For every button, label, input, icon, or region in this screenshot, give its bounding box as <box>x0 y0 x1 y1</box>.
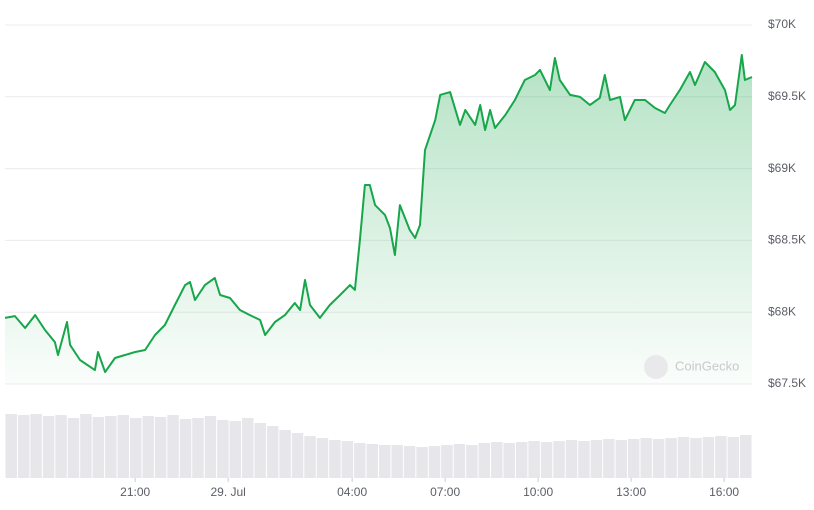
volume-bar <box>217 420 229 478</box>
volume-bar <box>42 416 55 478</box>
x-tick-label: 07:00 <box>430 485 460 499</box>
volume-bar <box>628 439 640 478</box>
volume-bar <box>17 415 30 478</box>
volume-bar <box>266 426 279 478</box>
volume-bar <box>740 435 752 478</box>
volume-bar <box>167 415 179 478</box>
volume-bar <box>690 438 702 478</box>
volume-bar <box>391 445 403 478</box>
watermark-group: CoinGecko <box>644 355 739 379</box>
volume-bar <box>142 416 154 478</box>
volume-bar <box>441 445 453 478</box>
volume-bar <box>652 439 665 478</box>
volume-bar <box>105 416 117 478</box>
y-tick-label: $69.5K <box>768 89 806 103</box>
volume-bar <box>204 416 217 478</box>
volume-bar <box>379 445 391 478</box>
volume-bar <box>727 437 740 478</box>
volume-bar <box>279 430 291 478</box>
volume-bar <box>540 442 553 478</box>
volume-bar <box>229 421 242 478</box>
x-tick-label: 29. Jul <box>210 485 245 499</box>
volume-bar <box>466 445 478 478</box>
volume-bar <box>5 414 17 478</box>
volume-bar <box>528 441 540 478</box>
volume-bar <box>578 441 590 478</box>
volume-bar <box>453 444 466 478</box>
volume-bar <box>416 447 428 478</box>
volume-bar <box>403 446 416 478</box>
volume-bar <box>640 438 652 478</box>
volume-bar <box>565 440 578 478</box>
watermark: CoinGecko <box>675 358 739 373</box>
y-tick-label: $69K <box>768 161 796 175</box>
watermark-logo <box>644 355 668 379</box>
volume-bar <box>491 442 503 478</box>
volume-bar <box>30 414 42 478</box>
volume-bar <box>590 440 603 478</box>
y-tick-label: $68.5K <box>768 233 806 247</box>
x-tick-label: 04:00 <box>337 485 367 499</box>
volume-bar <box>67 418 80 478</box>
volume-bar <box>553 441 565 478</box>
volume-bar <box>478 443 491 478</box>
volume-bar <box>665 438 677 478</box>
area-fill <box>5 55 752 384</box>
volume-bar <box>254 423 266 478</box>
price-line <box>4 54 753 374</box>
volume-bar <box>366 444 378 478</box>
x-tick-label: 21:00 <box>120 485 150 499</box>
x-tick-label: 10:00 <box>523 485 553 499</box>
volume-bar <box>304 436 316 478</box>
volume-bar <box>154 417 167 478</box>
volume-bar <box>130 418 142 478</box>
y-tick-label: $68K <box>768 304 796 318</box>
y-tick-label: $70K <box>768 17 796 31</box>
volume-bar <box>291 433 304 478</box>
volume-bar <box>316 438 329 478</box>
volume-bar <box>192 418 204 478</box>
volume-bar <box>179 419 192 478</box>
volume-bar <box>80 414 92 478</box>
volume-bar <box>117 415 129 478</box>
y-tick-label: $67.5K <box>768 376 806 390</box>
x-tick-label: 13:00 <box>616 485 646 499</box>
volume-bar <box>515 442 528 478</box>
volume-bar <box>242 418 254 478</box>
volume-bar <box>341 441 354 478</box>
volume-bar <box>503 443 515 478</box>
x-tick-label: 16:00 <box>709 485 739 499</box>
volume-bar <box>715 436 727 478</box>
volume-bar <box>615 440 627 478</box>
volume-bar <box>677 437 690 478</box>
volume-bar <box>354 443 366 478</box>
volume-bar <box>428 446 441 478</box>
volume-bar <box>55 415 67 478</box>
volume-bar <box>329 440 341 478</box>
volume-bar <box>603 439 615 478</box>
volume-bar <box>702 437 715 478</box>
volume-bar <box>92 417 105 478</box>
